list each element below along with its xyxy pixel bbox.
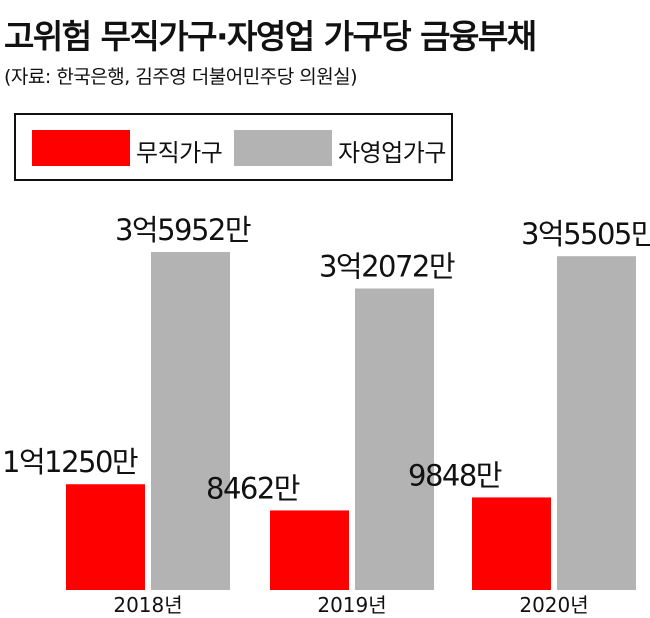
value-label-self-employed-2: 3억5505만 xyxy=(521,217,650,251)
value-label-self-employed-0: 3억5952만 xyxy=(115,213,251,247)
x-tick-label-2: 2020년 xyxy=(519,593,588,617)
chart-title: 고위험 무직가구·자영업 가구당 금융부채 xyxy=(4,17,537,56)
x-tick-label-1: 2019년 xyxy=(317,593,386,617)
legend: 무직가구 자영업가구 xyxy=(14,113,453,181)
bar-unemployed-2 xyxy=(472,497,551,590)
bar-self-employed-2 xyxy=(557,256,636,590)
value-label-unemployed-0: 1억1250만 xyxy=(2,445,138,479)
value-label-unemployed-1: 8462만 xyxy=(206,471,300,505)
bar-self-employed-1 xyxy=(355,288,434,590)
value-label-unemployed-2: 9848만 xyxy=(408,458,502,492)
bar-unemployed-0 xyxy=(66,484,145,590)
source-note: (자료: 한국은행, 김주영 더불어민주당 의원실) xyxy=(4,66,358,88)
legend-label-self-employed: 자영업가구 xyxy=(338,139,446,167)
bar-self-employed-0 xyxy=(151,252,230,590)
x-tick-label-0: 2018년 xyxy=(113,593,182,617)
value-label-self-employed-1: 3억2072만 xyxy=(319,249,455,283)
legend-label-unemployed: 무직가구 xyxy=(136,139,223,167)
legend-swatch-unemployed xyxy=(32,130,130,166)
legend-swatch-self-employed xyxy=(234,130,332,166)
bar-unemployed-1 xyxy=(270,510,349,590)
